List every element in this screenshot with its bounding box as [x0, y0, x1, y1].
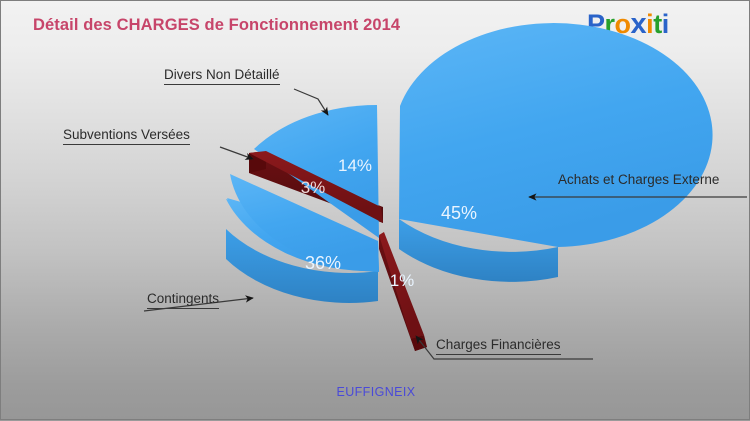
leader-line-charges-financieres — [415, 335, 593, 360]
page-title: Détail des CHARGES de Fonctionnement 201… — [33, 16, 401, 34]
slice-charges-financieres[interactable] — [379, 232, 424, 339]
leader-line-subventions — [219, 146, 254, 160]
leader-line-divers — [293, 88, 329, 116]
logo-letter-r: r — [604, 9, 616, 39]
data-label-subventions: 3% — [301, 178, 326, 197]
slice-subventions-versees[interactable] — [249, 151, 383, 223]
slice-divers-non-detaille[interactable] — [254, 104, 379, 238]
logo-letter-i2: i — [661, 9, 670, 39]
callout-label-achats: Achats et Charges Externe — [558, 172, 720, 187]
callout-label-charges-financieres: Charges Financières — [436, 337, 561, 355]
logo-letter-x: x — [630, 8, 647, 40]
logo-letter-o: o — [614, 9, 632, 39]
callout-label-divers: Divers Non Détaillé — [164, 67, 280, 85]
data-label-charges-financieres: 1% — [390, 271, 415, 290]
slice-contingents-fill — [230, 174, 379, 272]
commune-name: EUFFIGNEIX — [336, 385, 416, 399]
slice-side-contingents — [226, 229, 378, 303]
callout-label-subventions: Subventions Versées — [63, 127, 190, 145]
logo-letter-t: t — [653, 9, 662, 39]
slice-achats-et-charges-externe[interactable] — [399, 23, 713, 248]
data-label-divers: 14% — [338, 156, 372, 175]
data-label-achats: 45% — [441, 203, 477, 223]
data-label-contingents: 36% — [305, 253, 341, 273]
logo-letter-i1: i — [646, 9, 654, 39]
slice-side-achats — [399, 219, 558, 282]
callout-label-contingents: Contingents — [147, 291, 220, 309]
